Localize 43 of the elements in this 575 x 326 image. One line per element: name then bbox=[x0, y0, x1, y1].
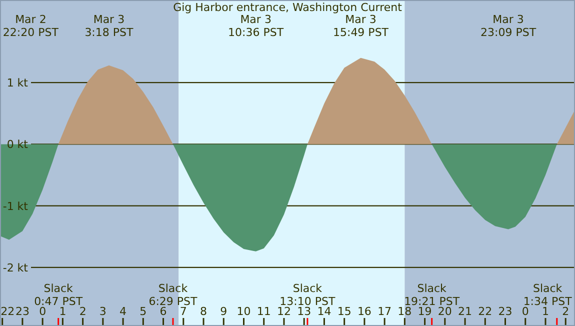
annotation: Mar 3 3:18 PST bbox=[84, 13, 134, 39]
x-tick-label: 14 bbox=[317, 305, 332, 318]
x-tick-label: 2 bbox=[562, 305, 570, 318]
annotation: Mar 3 10:36 PST bbox=[228, 13, 284, 39]
x-tick-label: 5 bbox=[140, 305, 147, 318]
x-tick-label: 2 bbox=[79, 305, 86, 318]
annotation: Mar 3 23:09 PST bbox=[480, 13, 536, 39]
x-tick-label: 0 bbox=[522, 305, 529, 318]
x-tick-label: 18 bbox=[398, 305, 412, 318]
annotation: Mar 2 22:20 PST bbox=[2, 13, 59, 39]
x-tick-label: 12 bbox=[276, 305, 291, 318]
y-tick-label: -1 kt bbox=[2, 200, 29, 213]
x-tick-label: 15 bbox=[337, 305, 352, 318]
annotation: Slack 6:29 PST bbox=[148, 282, 198, 308]
x-tick-label: 13 bbox=[297, 305, 312, 318]
x-tick-label: 4 bbox=[120, 305, 127, 318]
annotation: Slack 1:34 PST bbox=[523, 282, 572, 308]
x-tick-label: 1 bbox=[542, 305, 549, 318]
chart-title: Gig Harbor entrance, Washington Current bbox=[173, 1, 403, 14]
x-tick-label: 1 bbox=[59, 305, 66, 318]
y-tick-label: 1 kt bbox=[6, 76, 29, 90]
annotation: Slack 19:21 PST bbox=[404, 282, 460, 308]
y-tick-label: -2 kt bbox=[2, 261, 29, 274]
x-tick-label: 8 bbox=[200, 305, 208, 318]
x-tick-label: 11 bbox=[256, 305, 271, 318]
x-tick-label: 19 bbox=[418, 305, 432, 318]
x-tick-label: 20 bbox=[438, 305, 452, 318]
x-tick-label: 3 bbox=[99, 305, 106, 318]
x-tick-label: 16 bbox=[357, 305, 372, 318]
x-tick-label: 17 bbox=[378, 305, 392, 318]
x-tick-label: 22 bbox=[478, 305, 492, 318]
x-tick-label: 22 bbox=[0, 305, 15, 318]
x-tick-label: 9 bbox=[220, 305, 228, 318]
annotation: Slack 13:10 PST bbox=[280, 282, 336, 308]
x-tick-label: 6 bbox=[160, 305, 167, 318]
annotation: Mar 3 15:49 PST bbox=[332, 13, 389, 39]
x-tick-label: 21 bbox=[458, 305, 472, 318]
x-tick-label: 10 bbox=[236, 305, 251, 318]
x-tick-label: 0 bbox=[39, 305, 46, 318]
x-tick-label: 23 bbox=[498, 305, 512, 318]
x-tick-label: 7 bbox=[180, 305, 187, 318]
x-tick-label: 23 bbox=[15, 305, 30, 318]
annotation: Slack 0:47 PST bbox=[34, 282, 83, 308]
